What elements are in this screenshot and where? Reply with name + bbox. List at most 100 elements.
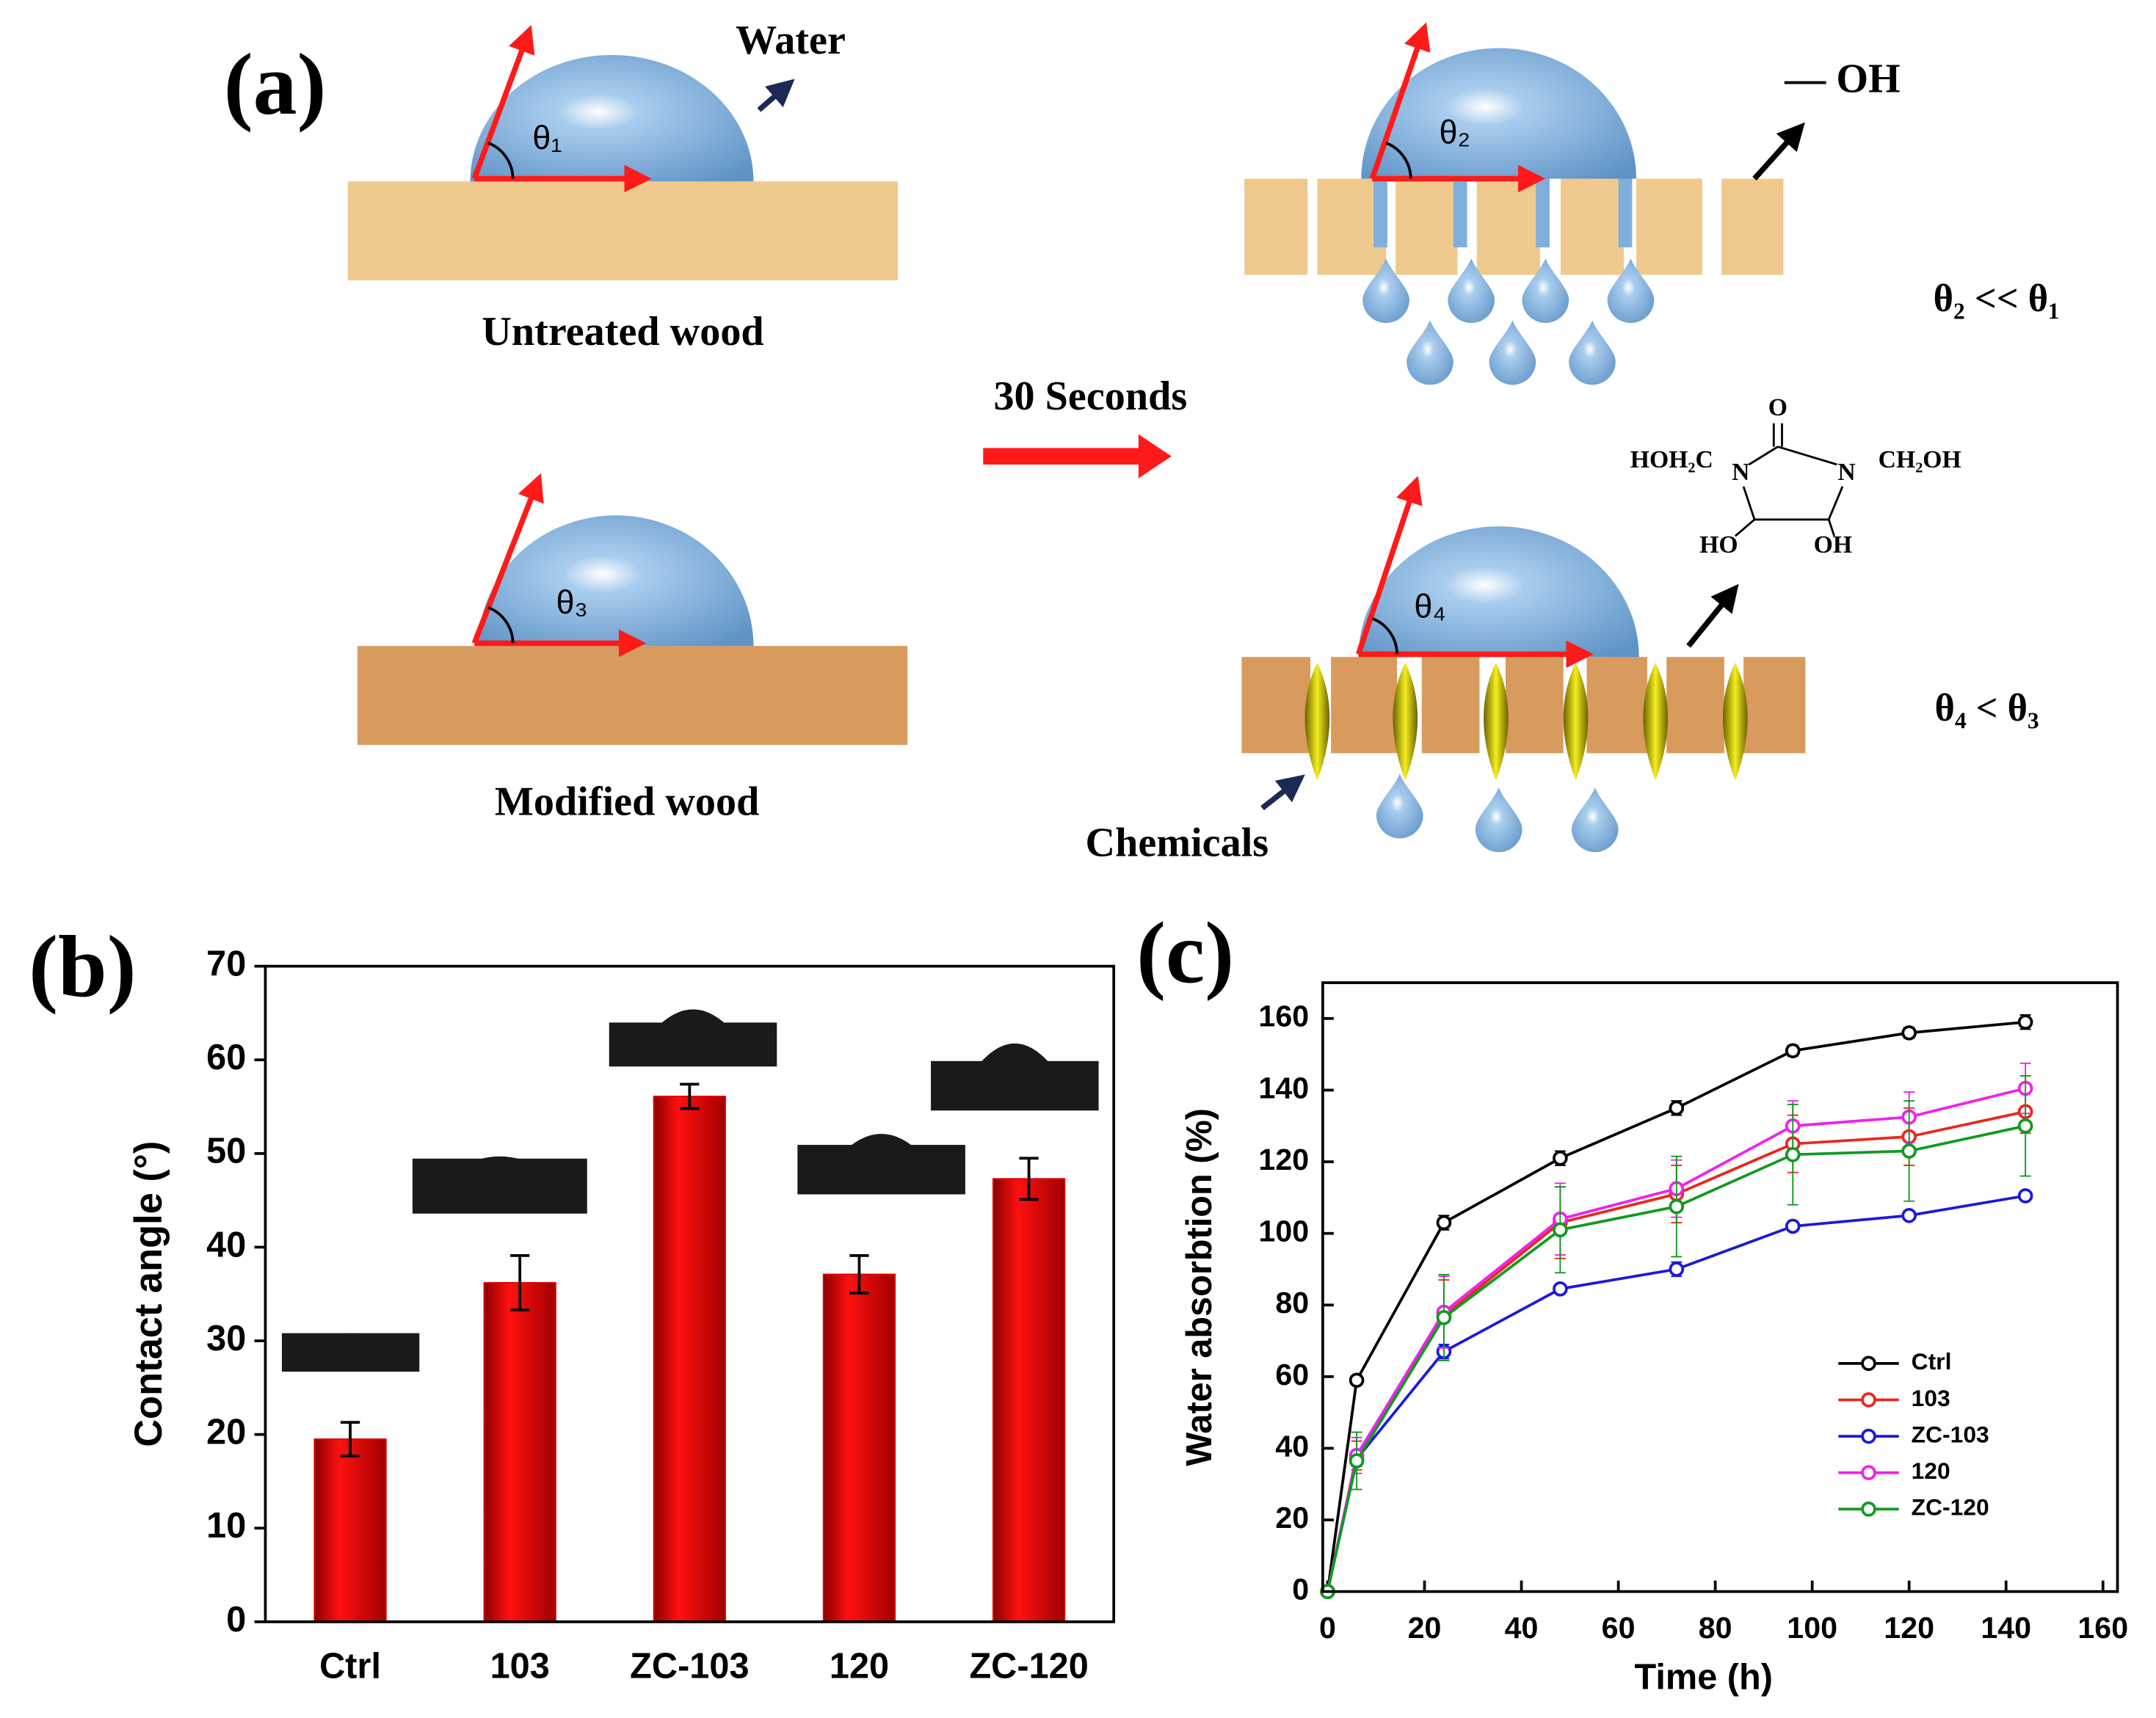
- wood-piece: [1331, 657, 1398, 754]
- water-channel: [1453, 178, 1467, 248]
- marker: [2017, 1118, 2033, 1134]
- modified-label: Modified wood: [495, 779, 759, 824]
- marker: [1785, 1147, 1801, 1162]
- relation: θ₂ << θ₁: [1934, 277, 2060, 320]
- panel-label: (b): [29, 917, 137, 1015]
- marker: [1901, 1025, 1917, 1041]
- wood-piece: [1636, 178, 1702, 275]
- arrow: [1752, 122, 1805, 181]
- droplet: [1448, 258, 1495, 324]
- error-bar: [340, 1421, 360, 1457]
- wood-piece: [1421, 657, 1480, 754]
- x-tick-label: 140: [1981, 1611, 2031, 1645]
- water-drop: [1358, 526, 1639, 658]
- y-tick-label: 70: [206, 944, 246, 983]
- water-drop: [1361, 48, 1636, 179]
- arrow: [1369, 22, 1431, 180]
- droplet: [1407, 320, 1453, 385]
- chemical: [1393, 662, 1418, 781]
- series-line: [1326, 1087, 2026, 1593]
- angle-label: θ₂: [1440, 113, 1470, 150]
- marker: [1553, 1281, 1568, 1297]
- plot-frame: [1321, 981, 2119, 1593]
- x-tick-label: 80: [1699, 1611, 1732, 1645]
- angle-arc: [1385, 142, 1412, 179]
- arrow: [1260, 774, 1305, 811]
- chemical: [1643, 662, 1669, 781]
- x-tick-label: 40: [1505, 1611, 1539, 1645]
- marker: [1553, 1150, 1568, 1166]
- y-tick-label: 0: [226, 1600, 246, 1639]
- droplet: [1362, 258, 1409, 324]
- marker: [1436, 1310, 1452, 1325]
- legend-label: ZC-120: [1912, 1494, 1989, 1521]
- angle-label: θ₁: [532, 119, 562, 156]
- marker: [1901, 1143, 1917, 1159]
- bar: [653, 1096, 726, 1623]
- molecule-atom: HO: [1699, 531, 1738, 558]
- marker: [1669, 1100, 1685, 1116]
- y-tick-label: 40: [1275, 1429, 1309, 1463]
- arrow: [1356, 476, 1423, 655]
- angle-label: θ₃: [556, 583, 588, 621]
- error-bar: [680, 1082, 700, 1110]
- bond: [1742, 486, 1756, 520]
- water-drop: [470, 54, 754, 182]
- x-tick-label: 120: [1884, 1611, 1934, 1645]
- legend-marker: [1861, 1392, 1876, 1408]
- molecule-atom: N: [1837, 459, 1855, 486]
- molecule-atom: HOH₂C: [1630, 446, 1713, 473]
- y-axis-title: Contact angle (°): [128, 1141, 170, 1447]
- wood: [347, 181, 899, 281]
- wood-piece: [1244, 178, 1308, 275]
- inset-drop: [456, 1156, 544, 1170]
- error-bar: [1019, 1157, 1039, 1201]
- untreated-label: Untreated wood: [482, 309, 763, 354]
- bond: [1734, 518, 1755, 537]
- x-axis-title: Time (h): [1635, 1657, 1773, 1697]
- x-tick-label: 160: [2077, 1611, 2128, 1645]
- marker: [1349, 1372, 1365, 1388]
- legend-label: 103: [1912, 1385, 1950, 1411]
- wood-piece: [1476, 178, 1540, 275]
- x-tick-label: 100: [1787, 1611, 1837, 1645]
- bond: [1827, 486, 1844, 520]
- y-tick-label: 80: [1275, 1286, 1309, 1320]
- time-label: 30 Seconds: [993, 374, 1187, 419]
- relation: θ₄ < θ₃: [1934, 687, 2039, 729]
- wood-piece: [1721, 178, 1784, 275]
- water-drop: [478, 515, 754, 647]
- droplet: [1571, 787, 1619, 853]
- inset-drop: [316, 1333, 385, 1344]
- marker: [1436, 1215, 1452, 1231]
- water-label: Water: [736, 18, 846, 63]
- legend-marker: [1861, 1355, 1876, 1372]
- molecule-atom: OH: [1814, 531, 1852, 558]
- wood-piece: [1743, 657, 1806, 754]
- series-line: [1326, 1124, 2026, 1593]
- x-tick-label: 60: [1602, 1611, 1636, 1645]
- marker: [1785, 1043, 1801, 1059]
- y-tick-label: 10: [206, 1506, 246, 1546]
- x-tick-label: 20: [1408, 1611, 1442, 1645]
- chemical: [1304, 662, 1330, 781]
- marker: [1669, 1198, 1685, 1215]
- legend-marker: [1861, 1428, 1876, 1444]
- angle-label: θ₄: [1414, 588, 1445, 625]
- legend-marker: [1861, 1502, 1876, 1517]
- inset-drop: [650, 1009, 736, 1034]
- legend-label: ZC-103: [1912, 1421, 1989, 1447]
- chemical: [1484, 662, 1509, 781]
- error-bar: [510, 1254, 530, 1311]
- y-tick-label: 60: [1275, 1358, 1309, 1391]
- x-tick-label: ZC-120: [969, 1646, 1088, 1686]
- wood-piece: [1241, 657, 1311, 754]
- y-tick-label: 120: [1258, 1143, 1309, 1176]
- legend-label: Ctrl: [1912, 1348, 1952, 1375]
- inset-drop: [839, 1134, 923, 1157]
- droplet: [1569, 320, 1616, 385]
- arrow: [471, 25, 535, 180]
- chemical: [1563, 662, 1589, 781]
